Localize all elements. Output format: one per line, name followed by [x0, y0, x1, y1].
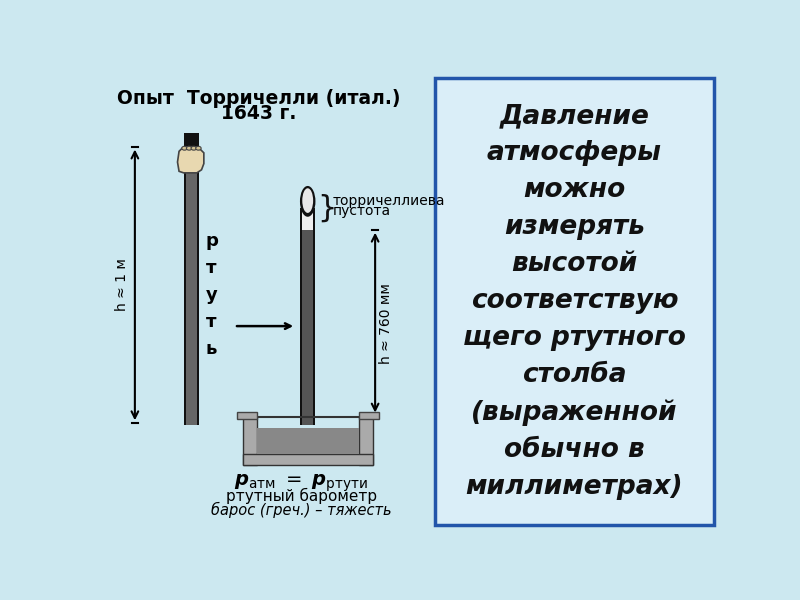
Bar: [184, 145, 199, 425]
Text: 1643 г.: 1643 г.: [221, 104, 297, 124]
Bar: [359, 412, 379, 419]
Text: Опыт  Торричелли (итал.): Опыт Торричелли (итал.): [117, 89, 401, 108]
Bar: [302, 230, 313, 425]
Text: }: }: [317, 193, 336, 223]
Text: ь: ь: [206, 340, 217, 358]
Text: h ≈ 1 м: h ≈ 1 м: [115, 259, 130, 311]
Text: барос (греч.) – тяжесть: барос (греч.) – тяжесть: [211, 502, 392, 518]
Bar: [359, 417, 373, 465]
Bar: [243, 454, 373, 464]
Text: h ≈ 760 мм: h ≈ 760 мм: [379, 283, 393, 364]
Text: у: у: [206, 286, 217, 304]
Ellipse shape: [182, 146, 187, 150]
Bar: [258, 428, 359, 454]
Ellipse shape: [196, 146, 201, 150]
Ellipse shape: [302, 188, 313, 213]
Text: т: т: [206, 313, 216, 331]
Text: т: т: [206, 259, 216, 277]
Bar: [302, 209, 313, 230]
Text: торричеллиева: торричеллиева: [333, 194, 445, 208]
Text: ртутный барометр: ртутный барометр: [226, 488, 377, 504]
Ellipse shape: [186, 146, 192, 150]
Text: пустота: пустота: [333, 204, 390, 218]
Text: р: р: [206, 232, 218, 250]
Polygon shape: [178, 146, 204, 173]
Bar: [243, 417, 258, 465]
Bar: [186, 146, 197, 425]
FancyBboxPatch shape: [435, 78, 714, 525]
Bar: [237, 412, 258, 419]
Bar: [300, 208, 315, 425]
Text: Давление
атмосферы
можно
измерять
высотой
соответствую
щего ртутного
столба
(выр: Давление атмосферы можно измерять высото…: [463, 103, 686, 500]
Text: $\boldsymbol{p}$$_{\mathrm{атм}}$ $=$ $\boldsymbol{p}$$_{\mathrm{ртути}}$: $\boldsymbol{p}$$_{\mathrm{атм}}$ $=$ $\…: [234, 472, 369, 494]
Bar: [184, 133, 199, 145]
Ellipse shape: [191, 146, 197, 150]
Ellipse shape: [300, 186, 315, 217]
